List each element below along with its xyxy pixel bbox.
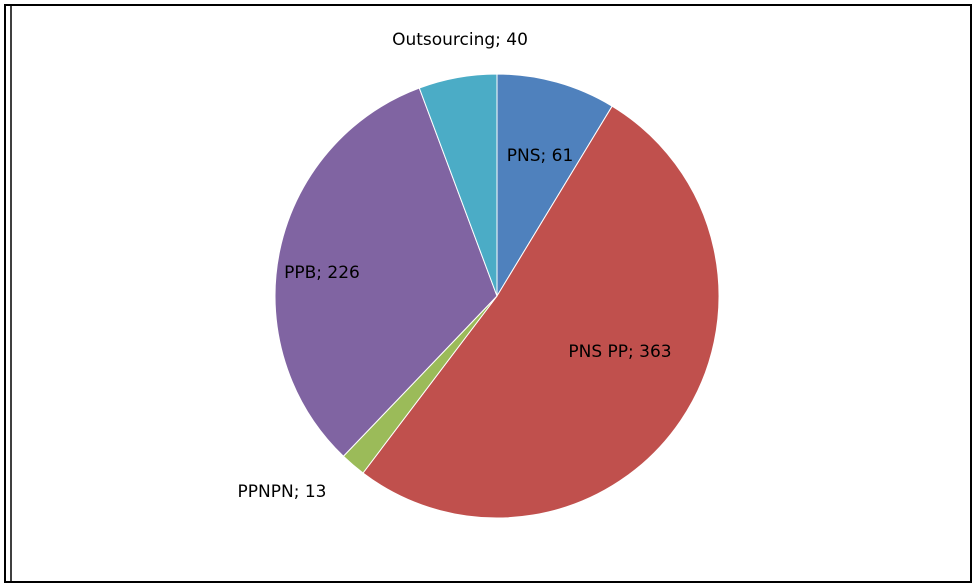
data-label: PPB; 226 (284, 263, 360, 283)
data-label: Outsourcing; 40 (392, 30, 528, 50)
frame (4, 4, 972, 583)
pie-slice (418, 73, 498, 297)
data-label: PPNPN; 13 (238, 482, 327, 502)
pie-slice (496, 73, 613, 298)
data-label: PNS PP; 363 (568, 342, 671, 362)
pie-slice (274, 87, 498, 457)
pie-slice (362, 105, 720, 519)
data-label: PNS; 61 (507, 146, 574, 166)
